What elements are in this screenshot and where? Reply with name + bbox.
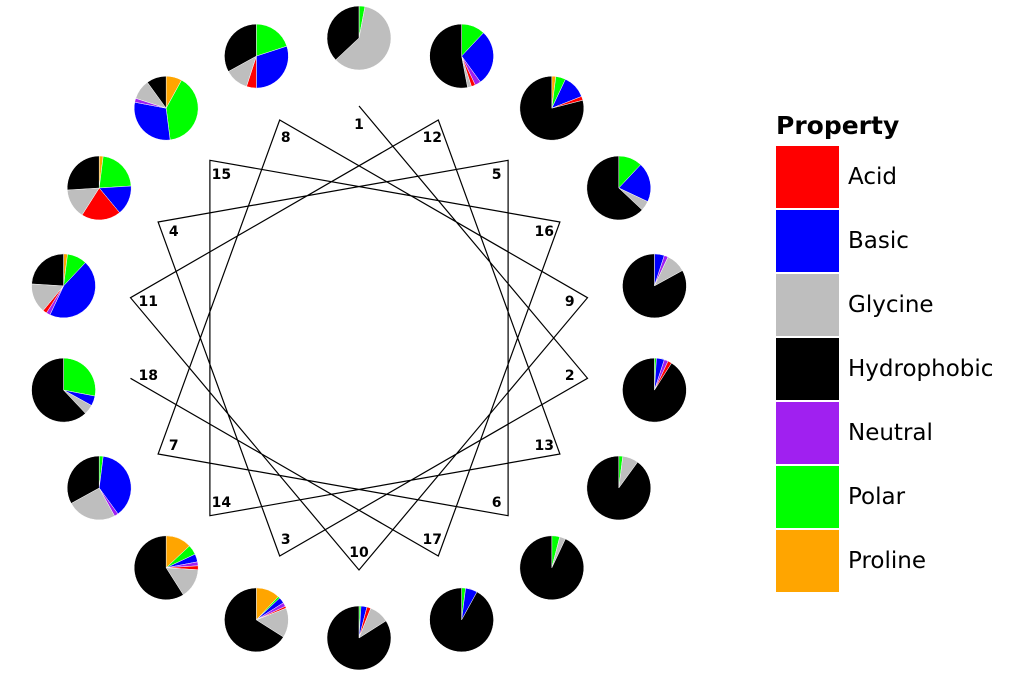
pie-slice-polar <box>256 23 288 57</box>
pie-slice-basic <box>98 455 132 515</box>
pie-chart-position-16 <box>586 155 652 221</box>
pie-chart-position-4 <box>66 155 132 221</box>
legend-label: Neutral <box>848 420 933 446</box>
pie-chart-position-14 <box>133 535 199 601</box>
legend-item-proline: Proline <box>776 530 1026 594</box>
pie-chart-position-10 <box>326 605 392 671</box>
legend: Property Acid Basic Glycine Hydrophobic Neut… <box>776 108 1026 594</box>
pie-slice-basic <box>49 262 96 319</box>
position-label-9: 9 <box>565 294 575 310</box>
legend-swatch-glycine <box>776 274 839 336</box>
legend-item-glycine: Glycine <box>776 274 1026 338</box>
position-label-15: 15 <box>212 167 231 183</box>
position-label-13: 13 <box>535 438 554 454</box>
position-label-4: 4 <box>169 224 179 240</box>
position-label-6: 6 <box>492 495 502 511</box>
legend-label: Acid <box>848 164 897 190</box>
legend-title: Property <box>776 111 900 140</box>
pie-chart-position-8 <box>224 23 289 89</box>
pie-chart-position-7 <box>66 455 132 521</box>
position-label-3: 3 <box>281 532 291 548</box>
legend-swatch-hydrophobic <box>776 338 839 400</box>
helical-wheel-lines <box>129 105 589 571</box>
legend-label: Glycine <box>848 292 934 318</box>
pie-chart-position-15 <box>133 75 199 141</box>
pie-slice-hydrophobic <box>429 23 468 89</box>
position-pie-charts <box>31 5 687 671</box>
pie-slice-hydrophobic <box>31 357 86 423</box>
pie-slice-hydrophobic <box>224 587 284 653</box>
legend-item-neutral: Neutral <box>776 402 1026 466</box>
pie-slice-glycine <box>335 6 392 71</box>
position-label-5: 5 <box>492 167 502 183</box>
pie-slice-hydrophobic <box>586 455 651 521</box>
pie-slice-hydrophobic <box>622 357 687 423</box>
pie-chart-position-11 <box>31 253 96 319</box>
position-label-14: 14 <box>212 495 232 511</box>
pie-slice-hydrophobic <box>622 253 687 319</box>
pie-slice-hydrophobic <box>326 5 360 61</box>
position-label-1: 1 <box>354 117 364 133</box>
pie-slice-acid <box>81 187 120 221</box>
pie-slice-hydrophobic <box>133 535 184 601</box>
wheel-connection-path <box>129 105 589 571</box>
pie-chart-position-18 <box>31 357 96 423</box>
legend-item-acid: Acid <box>776 146 1026 210</box>
pie-slice-basic <box>461 32 494 83</box>
legend-label: Proline <box>848 548 926 574</box>
pie-chart-position-2 <box>622 357 687 423</box>
position-label-18: 18 <box>139 368 158 384</box>
pie-slice-polar <box>98 155 132 189</box>
legend-label: Basic <box>848 228 909 254</box>
legend-item-polar: Polar <box>776 466 1026 530</box>
pie-slice-hydrophobic <box>519 75 585 141</box>
position-label-17: 17 <box>422 532 441 548</box>
position-label-7: 7 <box>169 438 179 454</box>
legend-item-basic: Basic <box>776 210 1026 274</box>
legend-swatch-proline <box>776 530 839 592</box>
legend-label: Hydrophobic <box>848 356 994 382</box>
pie-slice-hydrophobic <box>326 605 392 671</box>
legend-swatch-polar <box>776 466 839 528</box>
pie-slice-polar <box>165 79 199 141</box>
pie-chart-position-12 <box>429 23 494 89</box>
pie-chart-position-13 <box>586 455 651 521</box>
pie-slice-hydrophobic <box>429 587 494 653</box>
legend-swatch-basic <box>776 210 839 272</box>
pie-slice-hydrophobic <box>586 155 643 221</box>
pie-chart-position-6 <box>519 535 585 600</box>
legend-label: Polar <box>848 484 906 510</box>
position-label-8: 8 <box>281 130 291 146</box>
pie-slice-basic <box>618 164 652 202</box>
legend-swatch-acid <box>776 146 839 208</box>
pie-slice-hydrophobic <box>224 23 257 72</box>
pie-slice-polar <box>63 357 96 397</box>
legend-item-hydrophobic: Hydrophobic <box>776 338 1026 402</box>
pie-slice-basic <box>256 45 289 89</box>
pie-slice-hydrophobic <box>147 75 167 109</box>
pie-slice-hydrophobic <box>67 155 100 191</box>
pie-chart-position-3 <box>224 587 289 653</box>
position-label-2: 2 <box>565 368 575 384</box>
pie-slice-basic <box>133 101 171 141</box>
position-label-10: 10 <box>349 545 369 561</box>
legend-swatch-neutral <box>776 402 839 464</box>
legend-items: Acid Basic Glycine Hydrophobic Neutral Polar P… <box>776 146 1026 594</box>
pie-slice-glycine <box>70 487 115 521</box>
position-label-16: 16 <box>535 224 554 240</box>
pie-chart-position-1 <box>326 5 392 71</box>
pie-slice-hydrophobic <box>66 455 100 504</box>
pie-chart-position-17 <box>429 587 494 653</box>
position-label-12: 12 <box>422 130 441 146</box>
pie-slice-hydrophobic <box>31 253 64 287</box>
pie-slice-hydrophobic <box>519 535 585 600</box>
pie-chart-position-5 <box>519 75 585 141</box>
position-label-11: 11 <box>139 294 158 310</box>
pie-chart-position-9 <box>622 253 687 319</box>
